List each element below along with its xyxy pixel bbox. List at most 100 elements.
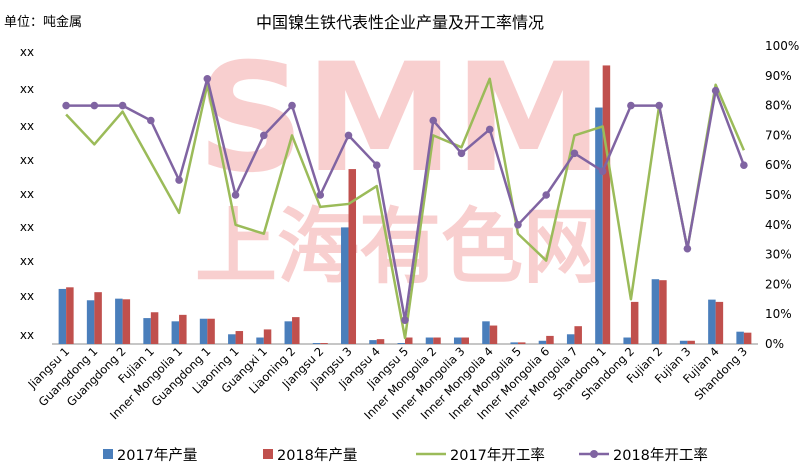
line-marker [147,116,155,125]
line-marker [740,161,748,169]
bar [284,321,293,344]
left-tick-label: xx [20,153,34,167]
line-marker [344,131,353,140]
bar [574,326,582,344]
legend-label: 2018年开工率 [613,447,708,464]
right-tick-label: 70% [765,128,792,142]
line-marker [485,125,494,134]
bar [369,340,377,344]
right-tick-label: 10% [765,307,792,321]
bar [659,280,667,344]
line-marker [429,116,438,125]
right-tick-label: 80% [765,99,792,113]
bar [199,318,208,344]
bar [312,343,321,344]
line-marker [203,74,212,83]
line-marker [62,101,70,110]
bar [86,300,95,344]
legend: 2017年产量 2018年产量 2017年开工率 2018年开工率 [103,447,708,464]
line-marker [570,149,579,158]
unit-label: 单位：吨金属 [4,15,83,30]
legend-swatch [103,449,113,459]
bar [630,301,639,344]
bar [546,335,554,344]
left-tick-label: xx [20,254,34,268]
line-marker [542,191,550,199]
legend-marker [590,450,598,458]
line-marker [683,244,692,253]
line-marker [514,221,522,229]
bar [405,337,413,344]
bar [736,331,744,344]
bar [376,339,385,344]
bar [489,325,498,344]
legend-label: 2017年产量 [117,447,197,464]
line-marker [175,176,183,184]
bar [510,342,518,344]
watermark: SMM 上海有色网 [195,32,605,295]
bar [150,312,159,344]
right-tick-label: 20% [765,277,792,291]
line-marker [372,161,381,169]
line-marker [598,167,607,175]
bar [122,299,131,344]
bar [651,279,660,344]
bar [207,318,215,344]
left-tick-label: xx [20,289,34,303]
bar [66,287,74,344]
bars [58,65,752,344]
line-marker [711,86,720,95]
bar [538,340,547,344]
left-tick-label: xx [20,328,34,342]
left-tick-label: xx [20,187,34,201]
lines [62,74,748,340]
bar [679,340,688,344]
bar [687,340,695,344]
watermark-smm: SMM [197,32,604,206]
legend-swatch [263,449,273,459]
bar [517,342,526,344]
line-marker [90,101,99,110]
bar [461,337,469,344]
line-marker [457,149,466,158]
bar [348,169,357,344]
bar [743,332,752,344]
right-tick-label: 90% [765,69,792,83]
left-tick-label: xx [20,82,34,96]
bar [341,227,349,344]
line-marker [288,101,296,110]
bar [292,317,300,344]
line-marker [401,316,409,324]
bar [433,337,441,344]
line-marker [231,191,240,199]
legend-label: 2017年开工率 [450,447,545,464]
line-marker [118,101,127,110]
bar [595,107,603,344]
axes: xx xx xx xx xx xx xx xx xx 0% 10% 20% 30% 40% 50% 60% 70… [20,39,799,351]
right-tick-label: 60% [765,158,792,172]
bar [228,334,236,344]
bar [263,329,272,344]
bar [171,321,180,344]
line-marker [655,101,663,110]
bar [94,292,102,344]
left-tick-label: xx [20,45,34,59]
bar [715,301,724,344]
watermark-cn: 上海有色网 [195,200,605,295]
bar [179,314,187,344]
bar [425,337,434,344]
bar [482,321,490,344]
bar [708,299,716,344]
right-tick-label: 0% [765,337,784,351]
right-tick-label: 40% [765,218,792,232]
bar [58,288,67,344]
bar [115,298,123,344]
right-tick-label: 100% [765,39,799,53]
right-tick-label: 50% [765,188,792,202]
left-tick-label: xx [20,220,34,234]
bar [623,337,631,344]
bar [256,337,264,344]
line-marker [316,191,325,199]
